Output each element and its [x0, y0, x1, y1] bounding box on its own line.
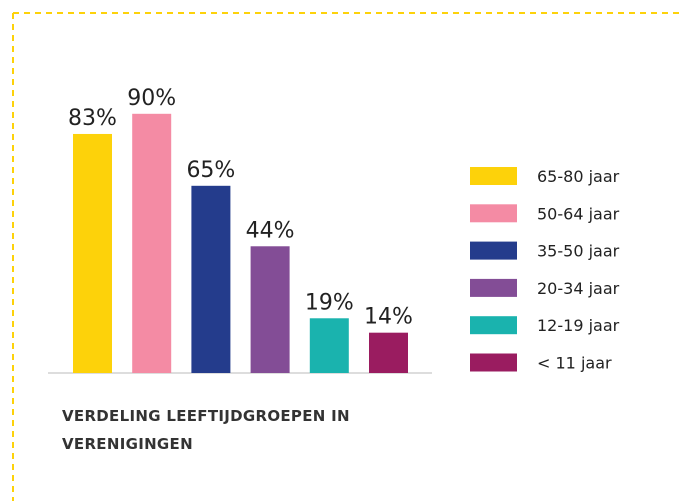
legend-swatch	[470, 353, 517, 372]
legend-label: 20-34 jaar	[537, 279, 620, 298]
legend-swatch	[470, 278, 517, 297]
bar	[309, 318, 349, 373]
legend-swatch	[470, 167, 517, 185]
data-label: 90%	[127, 86, 176, 111]
legend-swatch	[470, 241, 517, 260]
legend-label: 50-64 jaar	[537, 204, 620, 223]
legend-label: 12-19 jaar	[537, 316, 620, 335]
bar	[132, 113, 172, 374]
bar	[191, 185, 231, 373]
data-label: 14%	[364, 305, 413, 330]
legend-swatch	[470, 204, 517, 223]
bar	[250, 246, 290, 373]
legend-label: < 11 jaar	[537, 354, 612, 373]
legend-label: 65-80 jaar	[537, 167, 620, 186]
data-label: 19%	[305, 290, 354, 315]
data-label: 65%	[186, 158, 235, 183]
legend-swatch	[470, 316, 517, 335]
chart-title: VERDELING LEEFTIJDGROEPEN IN VERENIGINGE…	[62, 407, 350, 453]
data-label: 44%	[246, 218, 295, 243]
bar	[73, 133, 112, 373]
bar	[369, 332, 408, 373]
legend-label: 35-50 jaar	[537, 242, 620, 261]
data-label: 83%	[68, 106, 117, 131]
